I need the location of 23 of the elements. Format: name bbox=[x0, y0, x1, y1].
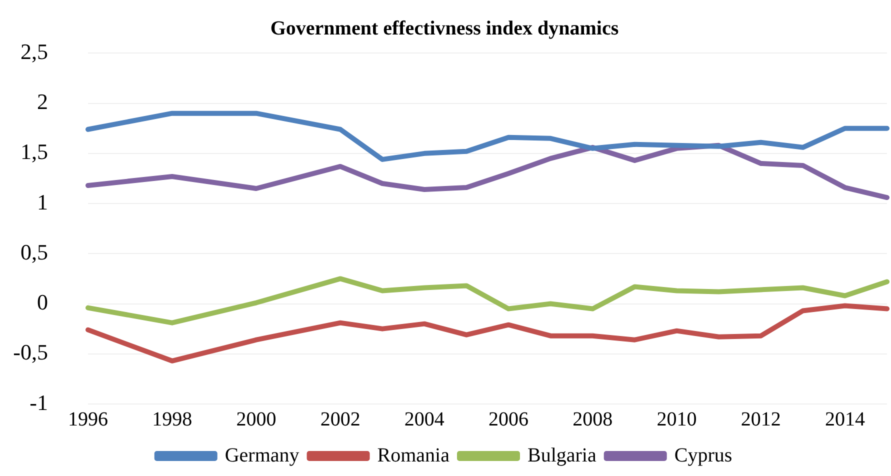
x-tick-label: 2012 bbox=[740, 408, 781, 430]
y-tick-label: 2,5 bbox=[20, 38, 48, 64]
x-tick-label: 2014 bbox=[824, 408, 865, 430]
y-tick-label: 0,5 bbox=[20, 239, 48, 264]
y-tick-label: -1 bbox=[30, 390, 48, 415]
y-tick-label: -0,5 bbox=[13, 340, 48, 365]
legend-label: Cyprus bbox=[674, 444, 732, 466]
x-tick-label: 2002 bbox=[320, 408, 360, 430]
x-tick-label: 2004 bbox=[404, 408, 444, 430]
legend-label: Romania bbox=[377, 444, 450, 466]
x-tick-label: 2000 bbox=[236, 408, 276, 430]
chart-title: Government effectivness index dynamics bbox=[270, 17, 619, 40]
x-tick-label: 1998 bbox=[152, 408, 192, 430]
legend-label: Germany bbox=[224, 444, 300, 466]
y-tick-label: 0 bbox=[37, 290, 48, 315]
y-tick-label: 1 bbox=[37, 189, 48, 214]
y-tick-label: 2 bbox=[37, 89, 48, 114]
y-tick-label: 1,5 bbox=[20, 139, 48, 164]
x-tick-label: 2010 bbox=[656, 408, 697, 430]
x-tick-label: 2008 bbox=[572, 408, 613, 430]
legend-label: Bulgaria bbox=[527, 444, 596, 466]
x-tick-label: 2006 bbox=[488, 408, 529, 430]
x-tick-label: 1996 bbox=[68, 408, 108, 430]
